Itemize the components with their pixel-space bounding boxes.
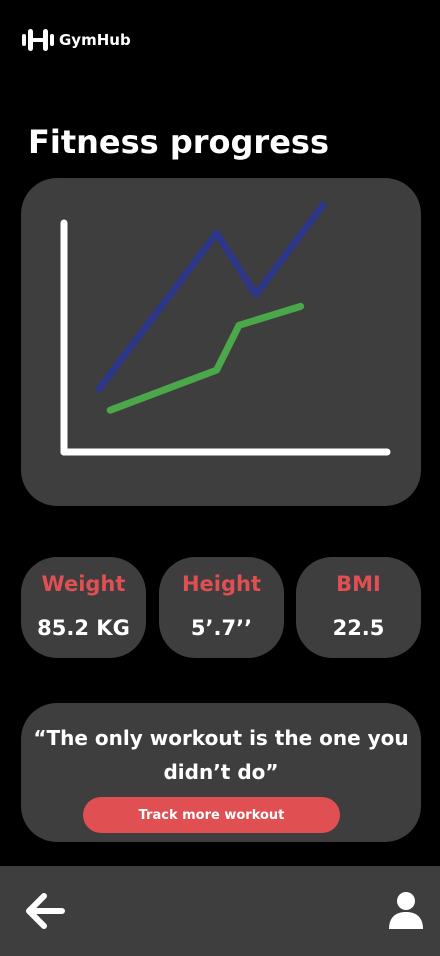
bottom-navigation <box>0 866 440 956</box>
stat-value-weight: 85.2 KG <box>37 616 130 640</box>
quote-text: “The only workout is the one you didn’t … <box>33 726 409 784</box>
page-title: Fitness progress <box>28 123 329 161</box>
stat-value-height: 5’.7’’ <box>190 616 253 640</box>
stat-label-height: Height <box>181 572 262 596</box>
stat-label-weight: Weight <box>41 572 126 596</box>
chart-series-line-2 <box>106 302 305 414</box>
brand-name: GymHub <box>59 31 131 49</box>
arrow-left-icon[interactable] <box>24 892 66 930</box>
stats-row: Weight 85.2 KG Height 5’.7’’ BMI 22.5 <box>21 557 421 658</box>
chart-series-line-1 <box>95 201 327 393</box>
progress-chart <box>60 201 391 456</box>
stat-card-weight: Weight 85.2 KG <box>21 557 146 658</box>
stat-card-bmi: BMI 22.5 <box>296 557 421 658</box>
progress-chart-card <box>21 178 421 506</box>
stat-label-bmi: BMI <box>336 572 381 596</box>
track-more-workout-button[interactable]: Track more workout <box>83 797 340 833</box>
stat-card-height: Height 5’.7’’ <box>159 557 284 658</box>
brand-logo: GymHub <box>22 29 131 51</box>
dumbbell-icon <box>22 29 54 51</box>
quote-card: “The only workout is the one you didn’t … <box>21 703 421 842</box>
user-icon[interactable] <box>388 891 424 931</box>
stat-value-bmi: 22.5 <box>332 616 385 640</box>
